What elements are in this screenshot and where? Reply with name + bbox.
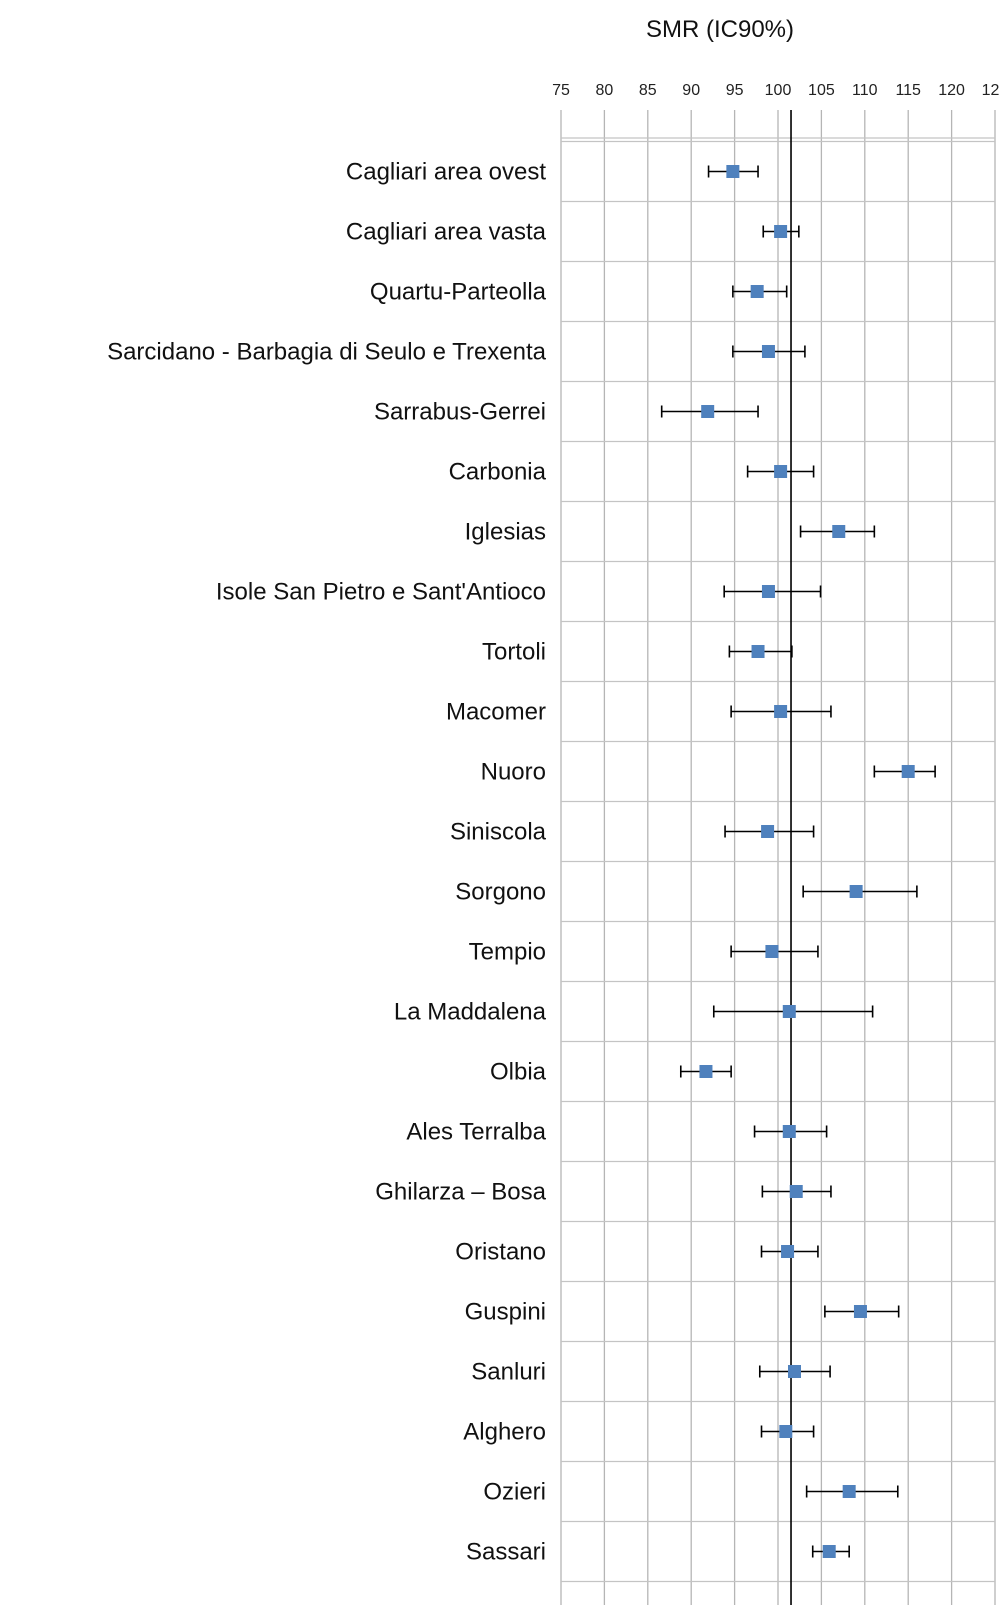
x-tick-label: 105 [808,82,835,99]
point-marker [782,1125,796,1138]
point-marker [761,345,775,358]
category-label: Tortoli [482,639,546,666]
point-marker [774,225,788,238]
point-marker [761,585,775,598]
x-tick-label: 100 [765,82,792,99]
point-marker [787,1365,801,1378]
category-label: Nuoro [481,759,546,786]
category-label: Cagliari area ovest [346,159,546,186]
x-tick-label: 90 [682,82,700,99]
category-label: Carbonia [449,459,547,486]
x-tick-label: 125 [982,82,1000,99]
data-marks [660,165,936,1558]
category-label: Tempio [469,939,546,966]
category-label: La Maddalena [394,999,547,1026]
category-label: Macomer [446,699,546,726]
point-marker [699,1065,713,1078]
category-label: Ozieri [483,1479,546,1506]
category-label: Guspini [465,1299,546,1326]
point-marker [726,165,740,178]
category-labels: Cagliari area ovest Cagliari area vasta Qu… [107,159,547,1566]
category-label: Olbia [490,1059,547,1086]
point-marker [779,1425,793,1438]
category-label: Sanluri [471,1359,546,1386]
x-tick-label: 80 [596,82,614,99]
chart-title: SMR (IC90%) [646,16,794,43]
point-marker [842,1485,856,1498]
category-label: Siniscola [450,819,547,846]
point-marker [849,885,863,898]
point-marker [765,945,779,958]
point-marker [701,405,715,418]
point-marker [789,1185,803,1198]
x-tick-label: 115 [895,82,921,99]
point-marker [774,705,788,718]
x-axis-ticks: 75 80 85 90 95 100 105 110 115 120 125 [552,82,1000,99]
category-label: Iglesias [465,519,546,546]
point-marker [832,525,846,538]
x-tick-label: 85 [639,82,657,99]
category-label: Quartu-Parteolla [370,279,547,306]
category-label: Sassari [466,1539,546,1566]
grid [560,110,996,1605]
point-marker [901,765,915,778]
category-label: Ales Terralba [406,1119,546,1146]
point-marker [761,825,775,838]
category-label: Oristano [455,1239,546,1266]
point-marker [822,1545,836,1558]
x-tick-label: 95 [726,82,744,99]
point-marker [751,645,765,658]
category-label: Ghilarza – Bosa [375,1179,546,1206]
point-marker [774,465,788,478]
category-label: Alghero [463,1419,546,1446]
point-marker [782,1005,796,1018]
category-label: Sarrabus-Gerrei [374,399,546,426]
x-tick-label: 110 [852,82,878,99]
category-label: Cagliari area vasta [346,219,547,246]
x-tick-label: 75 [552,82,570,99]
point-marker [781,1245,795,1258]
x-tick-label: 120 [938,82,965,99]
point-marker [853,1305,867,1318]
point-marker [750,285,764,298]
category-label: Sarcidano - Barbagia di Seulo e Trexenta [107,339,547,366]
category-label: Sorgono [455,879,546,906]
category-label: Isole San Pietro e Sant'Antioco [216,579,546,606]
